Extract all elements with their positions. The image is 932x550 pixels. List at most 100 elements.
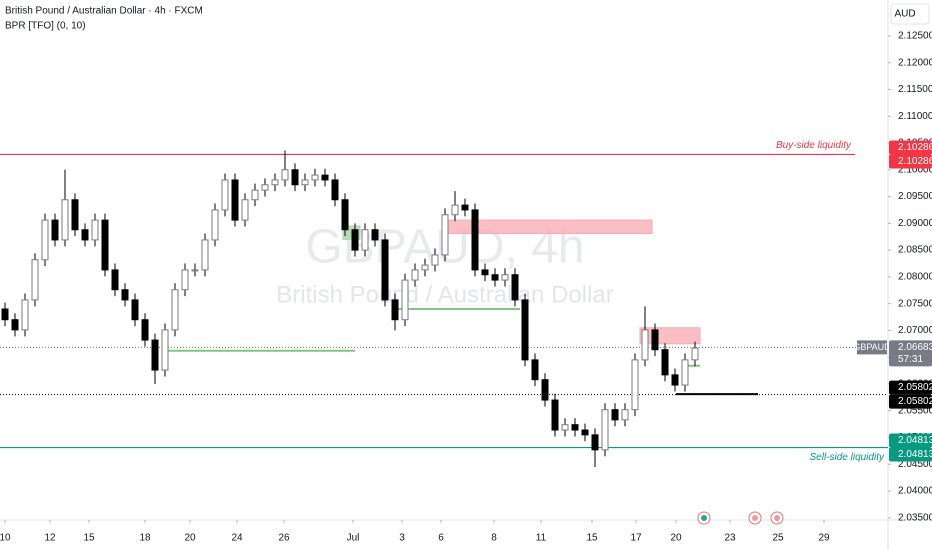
y-tick-label: 2.08500 <box>898 245 932 256</box>
x-tick-label: 8 <box>491 533 497 544</box>
candle-body <box>351 229 359 251</box>
candle-body <box>411 269 419 281</box>
candle-body <box>571 424 579 431</box>
candle-body <box>601 409 609 451</box>
y-tick-label: 2.05500 <box>898 405 932 416</box>
candle-body <box>401 279 409 321</box>
level-label: Sell-side liquidity <box>810 452 885 463</box>
candle-body <box>371 229 379 241</box>
event-icon-dot <box>752 515 758 521</box>
x-tick-label: 20 <box>184 533 196 544</box>
candle-body <box>331 179 339 201</box>
candle-body <box>681 359 689 386</box>
candle-body <box>531 359 539 381</box>
candle-body <box>581 429 589 436</box>
candle-body <box>41 219 49 261</box>
y-tick-label: 2.10000 <box>898 164 932 175</box>
candle-body <box>671 374 679 386</box>
candle-body <box>391 299 399 321</box>
candle-body <box>171 289 179 331</box>
price-tag-label: 2.05802 <box>898 396 932 407</box>
x-tick-label: 26 <box>278 533 290 544</box>
candle-body <box>191 269 199 272</box>
y-tick-label: 2.03500 <box>898 512 932 523</box>
y-tick-label: 2.12000 <box>898 57 932 68</box>
candle-body <box>621 409 629 421</box>
x-tick-label: 3 <box>399 533 405 544</box>
candle-body <box>111 269 119 291</box>
candle-body <box>461 204 469 211</box>
candle-body <box>31 259 39 301</box>
candle-body <box>521 299 529 361</box>
price-tag-label: 2.10286 <box>898 156 932 167</box>
candle-body <box>691 347 699 361</box>
event-icon-dot <box>701 515 707 521</box>
candle-body <box>11 319 19 331</box>
candle-body <box>551 399 559 431</box>
x-tick-label: 17 <box>630 533 642 544</box>
x-tick-label: 18 <box>139 533 151 544</box>
candle-body <box>631 359 639 411</box>
price-tag <box>889 394 932 409</box>
candle-body <box>441 214 449 256</box>
y-tick-label: 2.04000 <box>898 486 932 497</box>
x-tick-label: Jul <box>347 533 360 544</box>
candle-body <box>381 239 389 301</box>
candle-body <box>91 219 99 241</box>
candle-body <box>541 379 549 401</box>
currency-label: AUD <box>894 9 915 20</box>
watermark-description: British Pound / Australian Dollar <box>276 281 614 308</box>
candle-body <box>71 199 79 231</box>
x-tick-label: 23 <box>724 533 736 544</box>
candle-body <box>561 424 569 431</box>
candle-body <box>121 289 129 301</box>
candle-body <box>221 179 229 211</box>
indicator-label: BPR [TFO] (0, 10) <box>5 21 86 32</box>
y-tick-label: 2.09000 <box>898 218 932 229</box>
y-tick-label: 2.07000 <box>898 325 932 336</box>
chart-title: British Pound / Australian Dollar · 4h ·… <box>5 6 203 17</box>
candle-body <box>211 209 219 241</box>
candle-body <box>241 199 249 221</box>
y-tick-label: 2.12500 <box>898 31 932 42</box>
candle-body <box>21 299 29 331</box>
candle-body <box>1 308 9 321</box>
price-tag <box>889 154 932 169</box>
candle-body <box>181 269 189 291</box>
candle-body <box>131 299 139 321</box>
y-tick-label: 2.11500 <box>898 84 932 95</box>
countdown-label: 57:31 <box>898 354 923 365</box>
event-icons[interactable] <box>697 511 784 525</box>
x-tick-label: 25 <box>772 533 784 544</box>
price-tag-label: 2.05802 <box>898 382 932 393</box>
current-price-tag <box>889 340 932 367</box>
candle-body <box>471 209 479 271</box>
candle-body <box>251 189 259 201</box>
zone <box>639 327 701 345</box>
candle-body <box>301 179 309 186</box>
candle-body <box>231 179 239 221</box>
candle-body <box>451 204 459 216</box>
candle-body <box>321 174 329 181</box>
x-tick-label: 15 <box>586 533 598 544</box>
candle-body <box>151 339 159 371</box>
candle-body <box>201 239 209 271</box>
candle-body <box>431 254 439 266</box>
candle-body <box>591 434 599 451</box>
candle-body <box>511 274 519 301</box>
price-tag <box>889 433 932 448</box>
currency-button[interactable] <box>890 3 930 25</box>
price-tag-label: 2.04813 <box>898 449 932 460</box>
candle-body <box>291 169 299 186</box>
y-tick-label: 2.11000 <box>898 111 932 122</box>
y-tick-label: 2.08000 <box>898 272 932 283</box>
x-tick-label: 24 <box>231 533 243 544</box>
price-tag <box>889 447 932 462</box>
price-tag <box>889 140 932 155</box>
candle-body <box>641 329 649 361</box>
candle-body <box>141 319 149 341</box>
candle-body <box>481 269 489 276</box>
y-tick-label: 2.09500 <box>898 191 932 202</box>
x-tick-label: 12 <box>44 533 56 544</box>
candle-body <box>101 219 109 271</box>
